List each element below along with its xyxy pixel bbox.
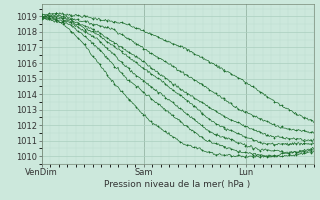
X-axis label: Pression niveau de la mer( hPa ): Pression niveau de la mer( hPa ) bbox=[104, 180, 251, 189]
